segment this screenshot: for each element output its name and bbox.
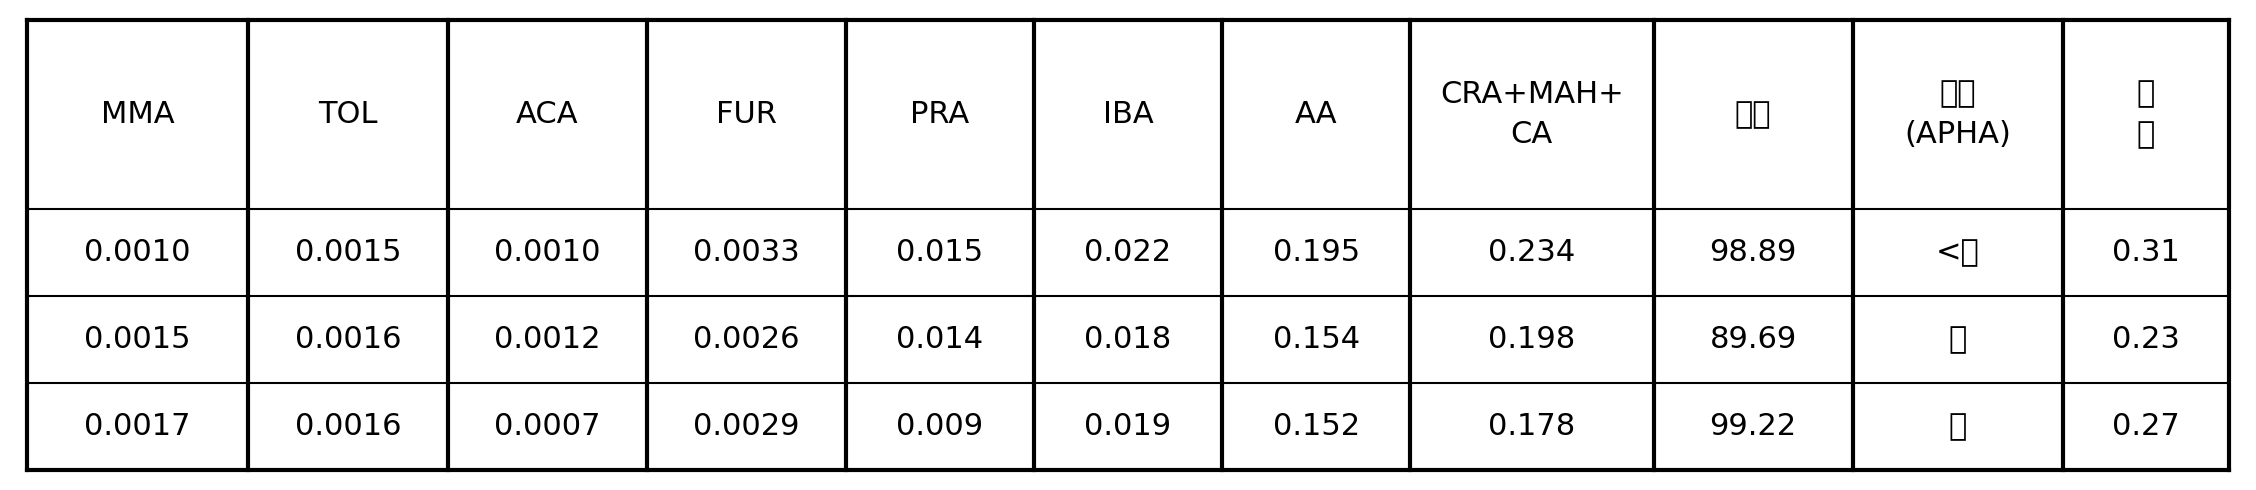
Text: 0.014: 0.014: [896, 325, 984, 354]
Text: 0.0010: 0.0010: [494, 238, 600, 267]
Text: 0.0029: 0.0029: [693, 412, 799, 441]
Text: PRA: PRA: [909, 100, 970, 129]
Text: 黄: 黄: [1949, 325, 1967, 354]
Text: 0.022: 0.022: [1085, 238, 1171, 267]
Text: 0.198: 0.198: [1489, 325, 1575, 354]
Text: 0.0016: 0.0016: [296, 325, 402, 354]
Text: 0.018: 0.018: [1085, 325, 1171, 354]
Text: 0.0016: 0.0016: [296, 412, 402, 441]
Text: ACA: ACA: [517, 100, 578, 129]
Text: AA: AA: [1295, 100, 1338, 129]
Text: 0.0017: 0.0017: [83, 412, 192, 441]
Text: 0.0033: 0.0033: [693, 238, 799, 267]
Text: 0.015: 0.015: [896, 238, 984, 267]
Text: 89.69: 89.69: [1710, 325, 1796, 354]
Text: 0.195: 0.195: [1272, 238, 1360, 267]
Text: 0.0010: 0.0010: [83, 238, 192, 267]
Text: 98.89: 98.89: [1710, 238, 1796, 267]
Text: 0.23: 0.23: [2112, 325, 2179, 354]
Text: 黄: 黄: [1949, 412, 1967, 441]
Text: 99.22: 99.22: [1710, 412, 1796, 441]
Text: 0.178: 0.178: [1489, 412, 1575, 441]
Text: TOL: TOL: [318, 100, 377, 129]
Text: 0.019: 0.019: [1085, 412, 1171, 441]
Text: 0.31: 0.31: [2112, 238, 2179, 267]
Text: 0.154: 0.154: [1272, 325, 1360, 354]
Text: <黄: <黄: [1936, 238, 1981, 267]
Text: CRA+MAH+
CA: CRA+MAH+ CA: [1439, 79, 1624, 149]
Text: 0.009: 0.009: [896, 412, 984, 441]
Text: 0.152: 0.152: [1272, 412, 1360, 441]
Text: 0.0007: 0.0007: [494, 412, 600, 441]
Text: 色度
(APHA): 色度 (APHA): [1904, 79, 2012, 149]
Text: 0.0026: 0.0026: [693, 325, 799, 354]
Text: 0.0015: 0.0015: [296, 238, 402, 267]
Text: 水
分: 水 分: [2136, 79, 2154, 149]
Text: 0.27: 0.27: [2112, 412, 2179, 441]
Text: 纯度: 纯度: [1735, 100, 1771, 129]
Text: FUR: FUR: [715, 100, 776, 129]
Text: MMA: MMA: [102, 100, 174, 129]
Text: 0.0012: 0.0012: [494, 325, 600, 354]
Text: IBA: IBA: [1103, 100, 1153, 129]
Text: 0.234: 0.234: [1489, 238, 1575, 267]
Text: 0.0015: 0.0015: [83, 325, 192, 354]
